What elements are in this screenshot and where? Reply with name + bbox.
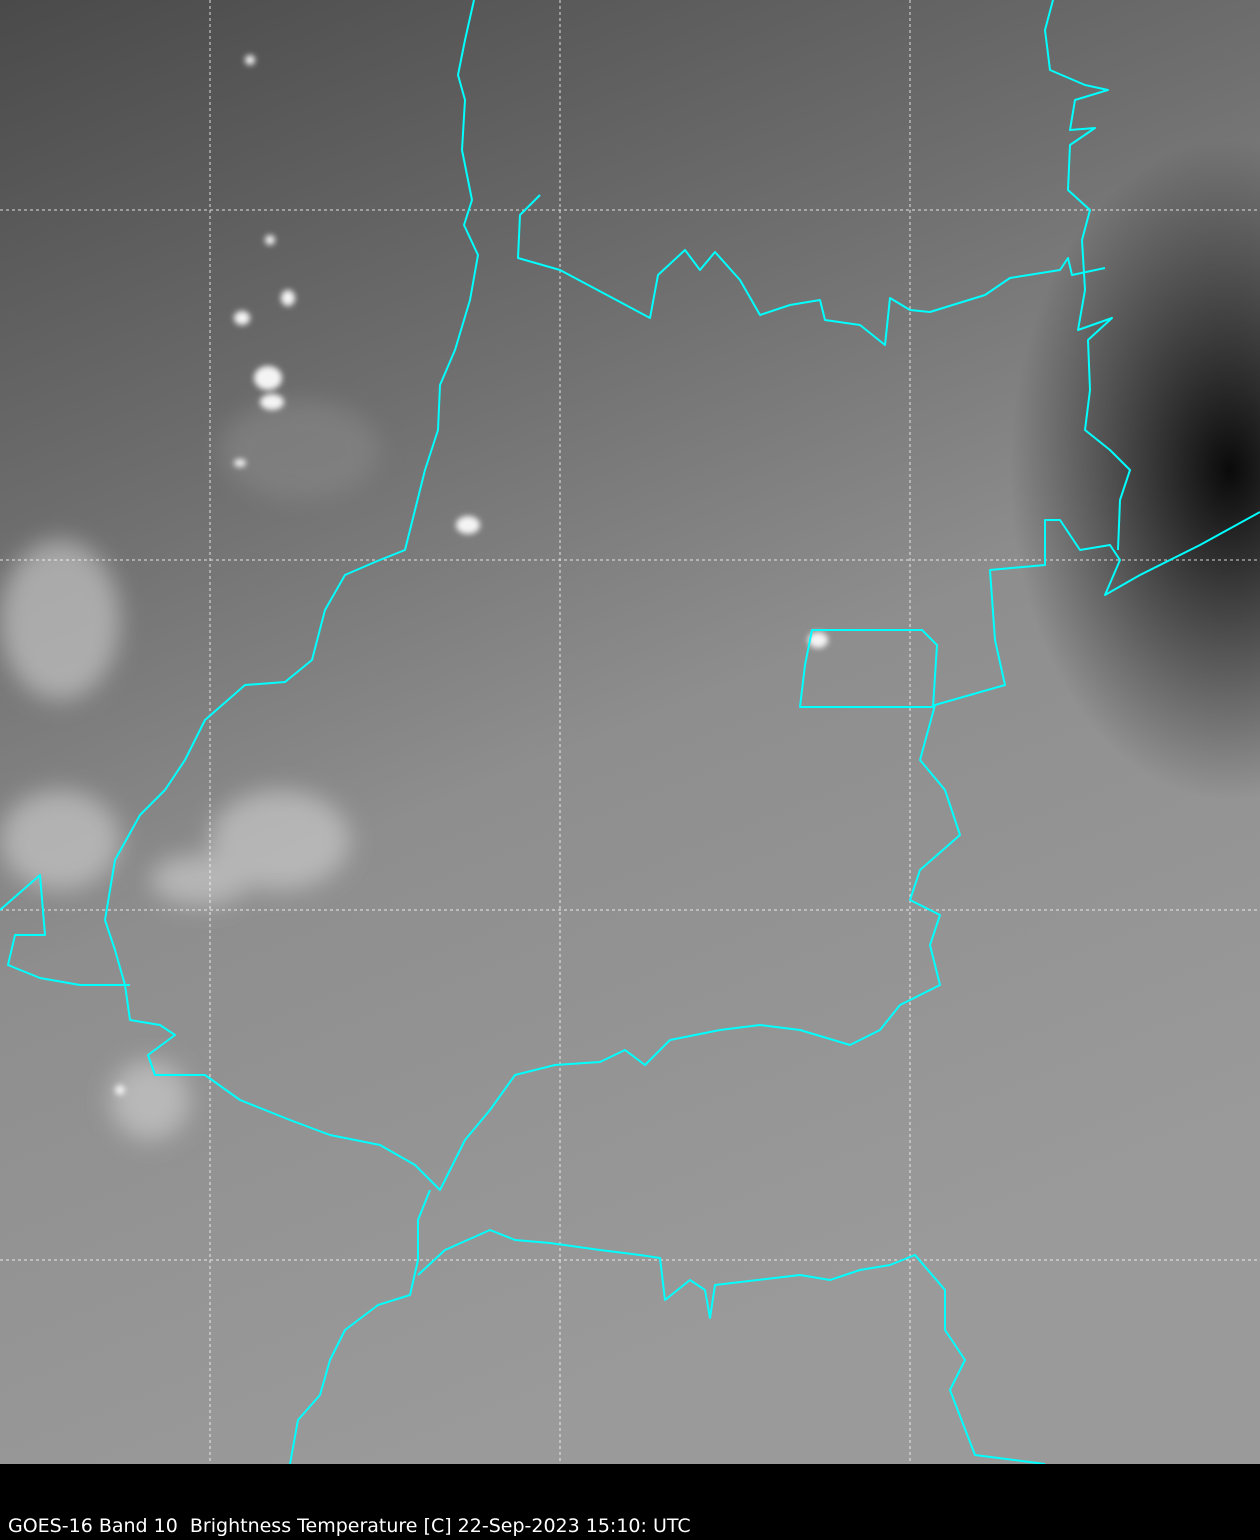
- border-line: [517, 194, 1106, 346]
- district-border: [799, 629, 938, 708]
- satellite-image: [0, 0, 1260, 1464]
- cloud-haze: [0, 400, 380, 1140]
- borders: [0, 0, 1260, 1464]
- image-background: [0, 0, 1260, 1464]
- border-line: [289, 1189, 431, 1464]
- image-caption: GOES-16 Band 10 Brightness Temperature […: [8, 1515, 691, 1537]
- dark-region: [1010, 140, 1260, 800]
- border-line: [417, 1229, 1046, 1464]
- border-line: [0, 874, 130, 986]
- bright-clouds: [115, 55, 828, 1095]
- border-line: [1044, 0, 1131, 551]
- border-line: [104, 0, 1260, 1191]
- graticule: [0, 0, 1260, 1464]
